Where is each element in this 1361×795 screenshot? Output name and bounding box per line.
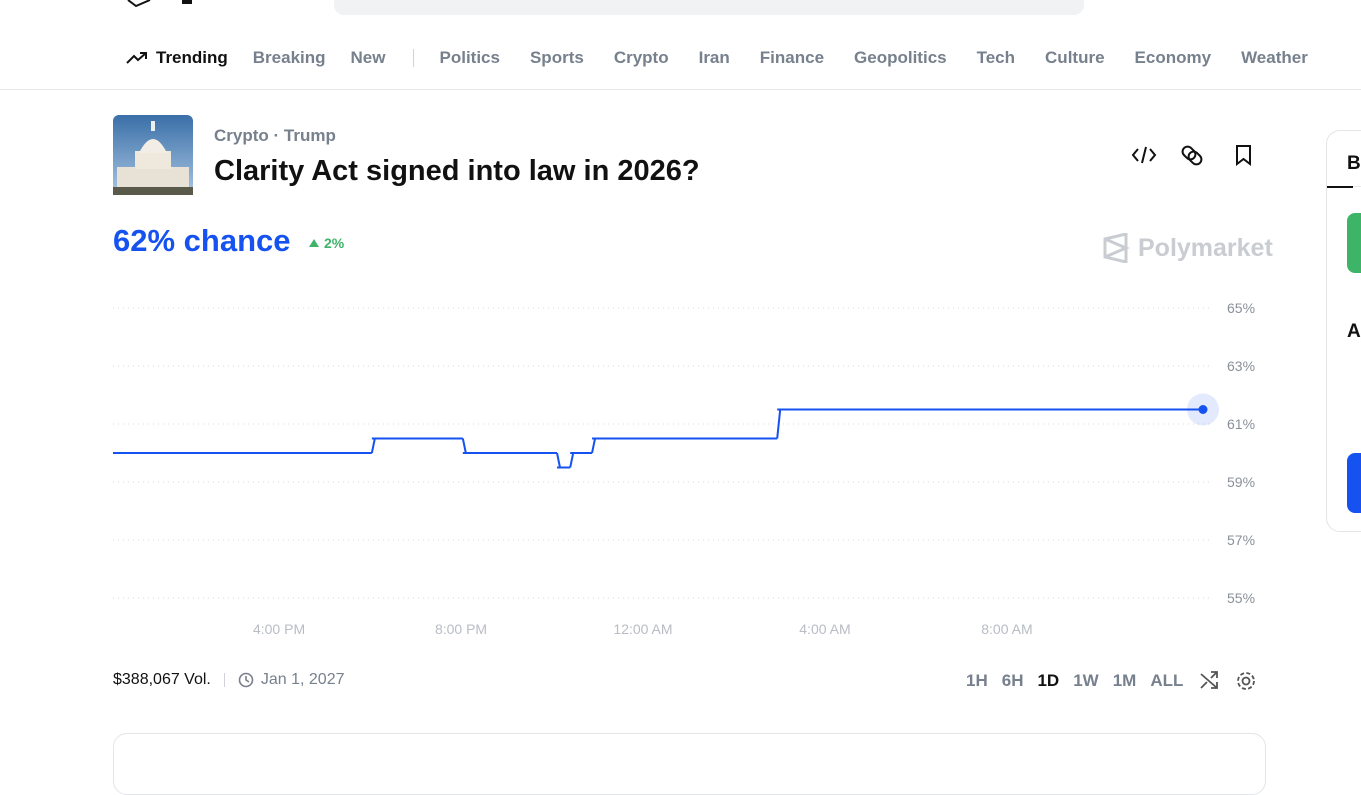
trend-icon (126, 52, 147, 64)
brand-name: Polymarket (1138, 233, 1273, 262)
x-tick-label: 12:00 AM (613, 621, 672, 637)
side-label: A (1347, 321, 1361, 342)
range-controls: 1H 6H 1D 1W 1M ALL (966, 670, 1257, 692)
up-icon (309, 239, 319, 247)
end-point (1198, 405, 1208, 414)
range-button[interactable]: ALL (1150, 671, 1184, 690)
breadcrumb: Crypto · Trump (214, 126, 336, 145)
trade-button[interactable] (1347, 453, 1361, 513)
search-bar[interactable] (334, 0, 1084, 15)
nav-item[interactable]: Culture (1045, 48, 1105, 67)
nav-item[interactable]: Iran (698, 48, 730, 67)
nav-categories: Politics Sports Crypto Iran Finance Geopoliti… (440, 48, 1338, 68)
nav-item[interactable]: Tech (976, 48, 1016, 67)
nav-item[interactable]: Crypto (613, 48, 669, 67)
y-tick-label: 63% (1227, 358, 1255, 374)
footer-separator (223, 673, 225, 687)
embed-icon[interactable] (1131, 146, 1157, 164)
buy-yes-button[interactable] (1347, 213, 1361, 273)
x-tick-label: 8:00 PM (435, 621, 487, 637)
x-tick-label: 4:00 PM (253, 621, 305, 637)
nav-separator (412, 49, 414, 67)
clock-icon (238, 672, 254, 688)
chart: 55% 57% 59% 61% 63% 65% 4:00 PM 8:00 PM 12:00 AM… (113, 300, 1255, 637)
nav-item[interactable]: Politics (439, 48, 500, 67)
x-tick-label: 8:00 AM (981, 621, 1032, 637)
nav-item[interactable]: Sports (529, 48, 584, 67)
nav-bar: Trending Breaking New Politics Sports Cryp… (126, 48, 1338, 68)
step-riser (591, 438, 597, 454)
change: 2% (308, 235, 344, 251)
side-tab-underline (1327, 186, 1353, 188)
nav-item[interactable]: Geopolitics (854, 48, 947, 67)
bookmark-icon[interactable] (1236, 145, 1251, 167)
volume: $388,067 Vol. (113, 671, 211, 688)
step-riser (370, 438, 376, 454)
range-button[interactable]: 1M (1112, 671, 1137, 690)
nav-item[interactable]: Economy (1134, 48, 1212, 67)
nav-item[interactable]: Weather (1241, 48, 1308, 67)
range-button[interactable]: 1D (1037, 671, 1060, 690)
divider (0, 89, 1361, 90)
nav-trending[interactable]: Trending (126, 48, 228, 68)
y-tick-label: 57% (1227, 532, 1255, 548)
market-footer: $388,067 Vol. Jan 1, 2027 (113, 671, 345, 689)
change-value: 2% (324, 235, 345, 251)
range-button[interactable]: 1W (1073, 671, 1099, 690)
link-icon[interactable] (1181, 145, 1204, 167)
settings-icon[interactable] (1235, 670, 1257, 692)
range-buttons: 1H 6H 1D 1W 1M ALL (966, 671, 1183, 691)
step-riser (461, 438, 467, 454)
x-tick-label: 4:00 AM (799, 621, 850, 637)
step-riser (569, 452, 575, 468)
y-tick-label: 59% (1227, 474, 1255, 490)
end-date: Jan 1, 2027 (260, 671, 345, 688)
y-tick-label: 61% (1227, 416, 1255, 432)
nav-label: Trending (156, 48, 228, 67)
shuffle-icon[interactable] (1199, 670, 1221, 692)
nav-item[interactable]: New (350, 48, 386, 67)
market-title: Clarity Act signed into law in 2026? (214, 155, 700, 187)
side-tab[interactable]: B (1347, 153, 1361, 174)
market-image (113, 115, 193, 195)
chance: 62% chance (113, 223, 291, 258)
breadcrumb-item[interactable]: Crypto (214, 126, 269, 145)
nav-item[interactable]: Finance (759, 48, 825, 67)
step-riser (776, 409, 782, 439)
brand-logo (1103, 233, 1130, 263)
brand: Polymarket (1102, 233, 1273, 263)
y-tick-label: 55% (1227, 590, 1255, 606)
breadcrumb-item[interactable]: Trump (283, 126, 336, 145)
side-panel: B A (1326, 130, 1361, 532)
range-button[interactable]: 1H (966, 671, 988, 690)
logo[interactable] (126, 0, 216, 8)
content-card (113, 733, 1266, 795)
y-tick-label: 65% (1227, 300, 1255, 316)
action-icons (1131, 145, 1251, 167)
nav-item[interactable]: Breaking (252, 48, 326, 67)
range-button[interactable]: 6H (1001, 671, 1024, 690)
step-riser (556, 452, 561, 468)
